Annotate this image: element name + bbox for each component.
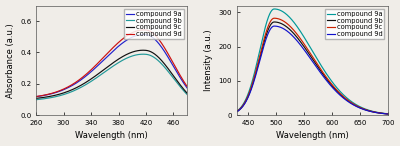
compound 9b xyxy=(355,106,360,107)
compound 9a xyxy=(296,27,300,29)
compound 9a xyxy=(355,104,360,106)
compound 9a xyxy=(352,103,357,105)
compound 9b xyxy=(138,53,142,55)
compound 9d xyxy=(49,93,54,94)
compound 9a xyxy=(234,110,239,112)
compound 9c xyxy=(352,104,357,106)
compound 9c xyxy=(152,53,156,54)
compound 9d xyxy=(352,105,357,106)
compound 9b xyxy=(141,53,146,55)
compound 9c xyxy=(338,93,343,95)
X-axis label: Wavelength (nm): Wavelength (nm) xyxy=(276,131,348,140)
compound 9b xyxy=(352,104,357,106)
Line: compound 9b: compound 9b xyxy=(36,54,187,100)
compound 9b xyxy=(152,57,156,58)
compound 9d xyxy=(234,111,239,113)
compound 9a xyxy=(138,34,142,36)
compound 9d xyxy=(185,86,190,87)
compound 9c xyxy=(234,111,239,112)
compound 9c xyxy=(95,74,100,75)
compound 9c xyxy=(100,70,105,71)
Line: compound 9d: compound 9d xyxy=(36,30,187,97)
compound 9a xyxy=(141,34,146,35)
Y-axis label: Absorbance (a.u.): Absorbance (a.u.) xyxy=(6,23,14,98)
compound 9d xyxy=(100,57,105,59)
compound 9a xyxy=(272,8,277,10)
compound 9d xyxy=(95,63,100,65)
compound 9a xyxy=(100,60,105,62)
compound 9b xyxy=(385,113,390,115)
compound 9a xyxy=(301,35,306,37)
Line: compound 9a: compound 9a xyxy=(36,35,187,97)
compound 9d xyxy=(154,36,159,38)
compound 9b xyxy=(250,85,254,86)
compound 9d xyxy=(355,106,360,108)
compound 9b xyxy=(272,21,277,23)
compound 9d xyxy=(152,33,156,35)
Line: compound 9a: compound 9a xyxy=(237,9,388,114)
compound 9c xyxy=(185,92,190,94)
compound 9b xyxy=(338,94,343,96)
compound 9d xyxy=(272,25,277,27)
compound 9c xyxy=(138,49,142,51)
compound 9b xyxy=(234,111,239,113)
compound 9d xyxy=(296,41,300,43)
compound 9a xyxy=(250,81,254,82)
compound 9c xyxy=(355,105,360,107)
compound 9a xyxy=(185,87,190,89)
compound 9b xyxy=(95,76,100,78)
compound 9d xyxy=(301,48,306,50)
compound 9c xyxy=(272,17,277,19)
compound 9c xyxy=(301,42,306,44)
compound 9c xyxy=(141,49,146,51)
Line: compound 9d: compound 9d xyxy=(237,26,388,114)
compound 9c xyxy=(250,84,254,85)
compound 9a xyxy=(95,65,100,67)
compound 9b xyxy=(296,38,300,39)
Legend: compound 9a, compound 9b, compound 9c, compound 9d: compound 9a, compound 9b, compound 9c, c… xyxy=(325,9,384,39)
compound 9c xyxy=(154,55,159,57)
compound 9c xyxy=(34,98,39,99)
compound 9d xyxy=(138,29,142,31)
compound 9c xyxy=(296,34,300,36)
compound 9b xyxy=(185,94,190,95)
Line: compound 9b: compound 9b xyxy=(237,22,388,114)
Legend: compound 9a, compound 9b, compound 9c, compound 9d: compound 9a, compound 9b, compound 9c, c… xyxy=(124,9,184,39)
compound 9b xyxy=(34,99,39,101)
compound 9c xyxy=(385,113,390,115)
compound 9d xyxy=(338,95,343,97)
compound 9b xyxy=(301,45,306,47)
compound 9d xyxy=(141,29,146,31)
compound 9a xyxy=(152,38,156,40)
compound 9a xyxy=(385,113,390,115)
Y-axis label: Intensity (a.u.): Intensity (a.u.) xyxy=(204,29,213,91)
compound 9a xyxy=(34,96,39,98)
compound 9a xyxy=(338,91,343,93)
compound 9d xyxy=(34,96,39,97)
compound 9c xyxy=(49,95,54,97)
compound 9b xyxy=(154,59,159,60)
compound 9b xyxy=(49,97,54,98)
compound 9b xyxy=(100,73,105,74)
compound 9a xyxy=(49,93,54,95)
Line: compound 9c: compound 9c xyxy=(237,18,388,114)
compound 9a xyxy=(154,40,159,42)
X-axis label: Wavelength (nm): Wavelength (nm) xyxy=(75,131,148,140)
compound 9d xyxy=(250,86,254,88)
compound 9d xyxy=(385,113,390,115)
Line: compound 9c: compound 9c xyxy=(36,50,187,98)
